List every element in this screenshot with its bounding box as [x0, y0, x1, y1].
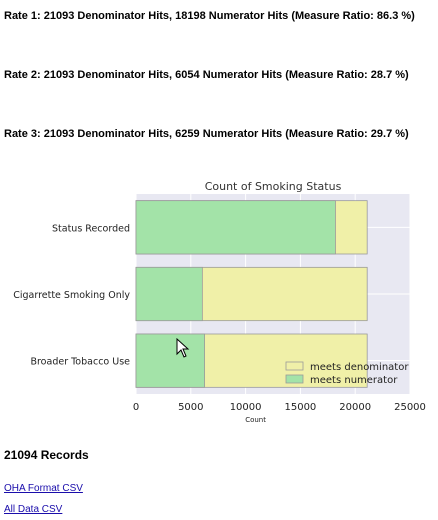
- rate-2-text: Rate 2: 21093 Denominator Hits, 6054 Num…: [4, 69, 409, 81]
- category-label: Status Recorded: [52, 223, 130, 234]
- category-label: Cigarrette Smoking Only: [13, 290, 130, 301]
- legend-swatch: [285, 374, 304, 384]
- chart-title: Count of Smoking Status: [204, 180, 342, 193]
- x-tick-label: 15000: [284, 402, 316, 413]
- rate-3-text: Rate 3: 21093 Denominator Hits, 6259 Num…: [4, 128, 409, 140]
- category-label: Broader Tobacco Use: [30, 357, 130, 368]
- records-count: 21094 Records: [4, 448, 89, 462]
- legend-label: meets denominator: [310, 362, 409, 373]
- legend-label: meets numerator: [310, 375, 398, 386]
- all-data-csv-link[interactable]: All Data CSV: [4, 504, 63, 515]
- mouse-cursor-icon: [176, 338, 190, 358]
- oha-format-csv-link[interactable]: OHA Format CSV: [4, 483, 83, 494]
- x-tick-label: 10000: [230, 402, 262, 413]
- bar-meets-numerator: [135, 200, 336, 255]
- x-axis-label: Count: [245, 416, 266, 424]
- x-tick-label: 20000: [339, 402, 371, 413]
- x-tick-label: 5000: [178, 402, 203, 413]
- legend-swatch: [285, 361, 304, 371]
- bar-meets-numerator: [135, 266, 203, 322]
- bar-meets-numerator: [135, 333, 205, 388]
- rate-1-text: Rate 1: 21093 Denominator Hits, 18198 Nu…: [4, 10, 415, 22]
- x-tick-label: 0: [133, 402, 139, 413]
- smoking-status-chart: Status Recorded Cigarrette Smoking Only Br…: [13, 194, 426, 424]
- x-tick-label: 25000: [394, 402, 426, 413]
